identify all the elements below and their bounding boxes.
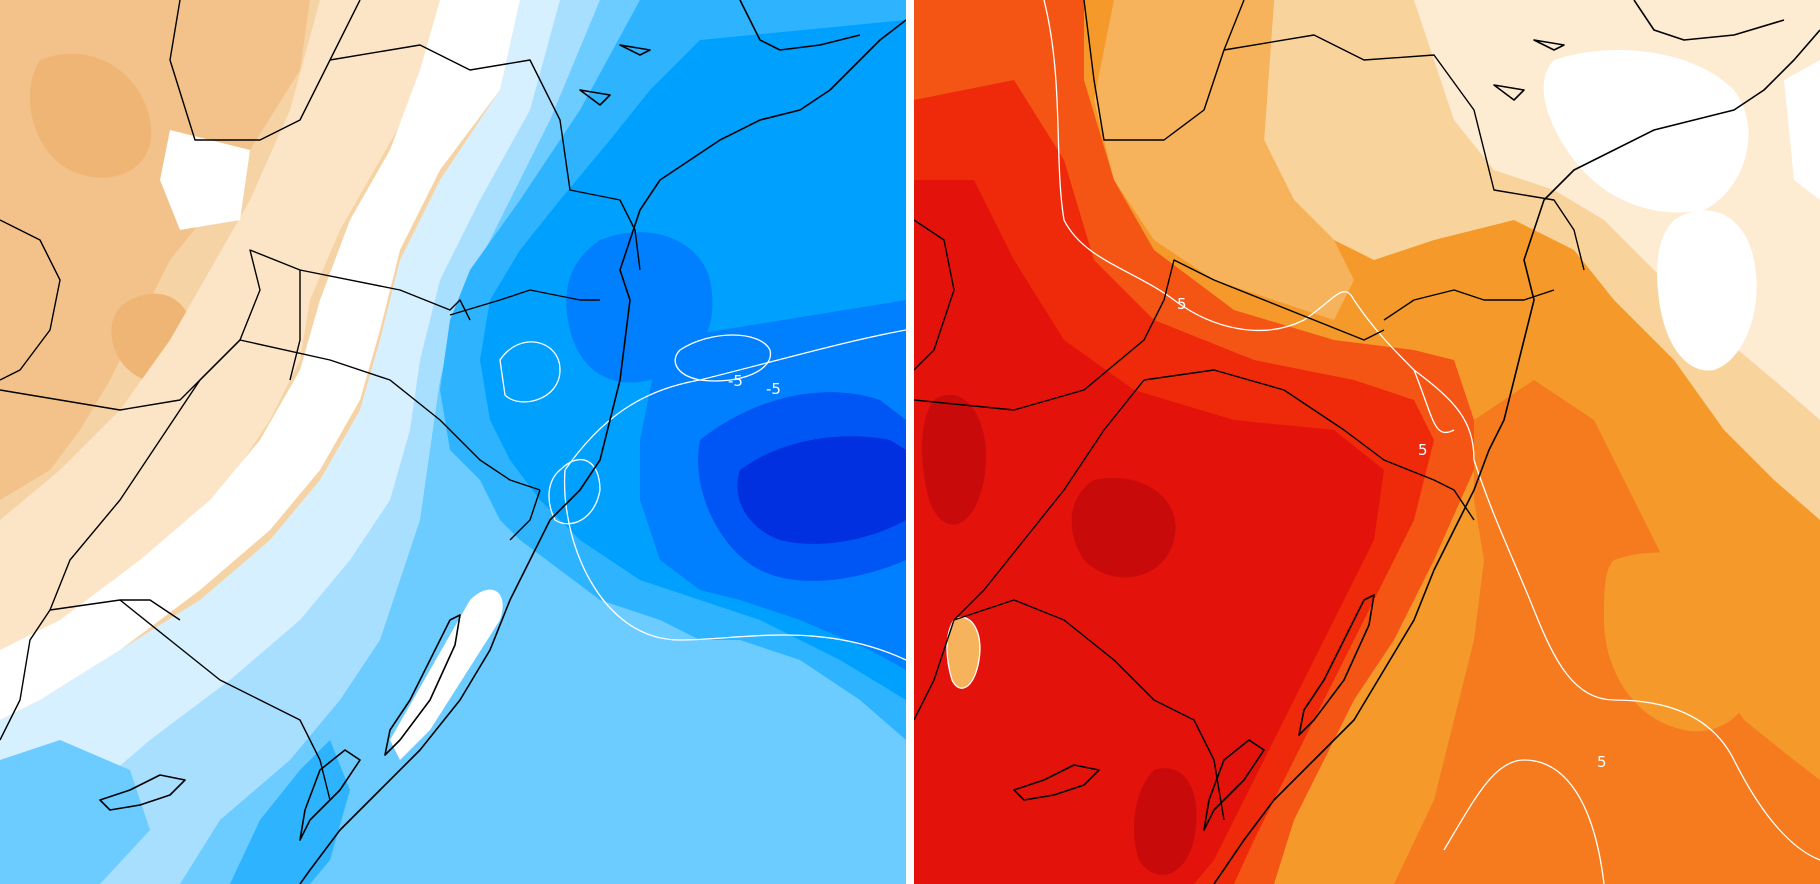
warm-coastline [1213,29,1820,884]
warm-red-4c [1134,768,1197,875]
cold-lagoon-mirim-west [99,774,186,811]
panel-divider [906,0,914,884]
cold-border-sc-south-2 [509,489,541,541]
warm-orange-north [1094,0,1354,320]
warm-contour-5-b [1413,369,1820,861]
warm-white-ne [1543,50,1749,213]
cold-neutral-band [0,0,520,720]
cold-border-sc-south [239,339,541,491]
cold-border-west [0,219,61,381]
warm-border-uruguay [953,599,1225,821]
warm-border-sc-south [1143,369,1475,521]
cold-border-mid [0,249,471,411]
cold-border-uruguay [49,599,331,801]
cold-contour-label-2: -5 [766,380,781,398]
cold-lagoon-patos [384,614,461,756]
cold-white-patch [160,130,250,230]
cold-coastline [299,19,906,884]
warm-red-4a [922,394,986,525]
cold-contour-label-1: -5 [728,372,743,390]
warm-anomaly-svg: 5 5 5 [914,0,1820,884]
cold-anomaly-svg: -5 -5 [0,0,906,884]
warm-border-north-2 [1223,34,1585,271]
warm-border-west [914,219,955,371]
warm-orange-east-inner [1604,552,1760,732]
warm-white-far-ne [1784,60,1820,200]
warm-white-e [1657,210,1757,371]
warm-contour-closed-sw [946,616,981,689]
cold-lagoon-mirim [299,749,361,841]
cold-contour-closed-a [499,341,561,403]
warm-bay-2 [1493,84,1525,101]
warm-anomaly-map: 5 5 5 [914,0,1820,884]
warm-border-sc-north [1383,289,1555,321]
warm-contour-label-3: 5 [1597,753,1607,771]
cold-contour-closed-c [548,458,601,525]
warm-border-uruguay-river [914,379,1145,721]
warm-contour-5-c [1443,759,1605,884]
cold-bay-2 [579,89,611,106]
cold-border-mid-2 [289,270,301,381]
warm-lagoon-mirim [1203,739,1265,831]
warm-lagoon-mirim-west [1013,764,1100,801]
cold-light-band [0,0,440,660]
cold-border-north-2 [329,44,641,271]
warm-lagoon-patos [1298,594,1375,736]
cold-warm-patch-b [30,53,152,178]
cold-border-uruguay-river [0,339,241,741]
cold-blue-sw2 [0,740,150,884]
warm-red-4b [1071,478,1176,578]
cold-coast-ne [739,0,861,51]
warm-coast-ne [1633,0,1785,41]
warm-bay-1 [1533,39,1565,51]
warm-white-sw [947,617,980,689]
cold-border-uru-2 [120,599,181,621]
cold-border-sc-north [449,289,600,316]
warm-contour-5-a [1043,0,1455,434]
warm-contour-label-2: 5 [1418,441,1428,459]
cold-contour-minus5-b [563,469,906,661]
warm-contour-label-1: 5 [1177,295,1187,313]
cold-contour-closed-b [674,334,771,382]
cold-anomaly-map: -5 -5 [0,0,906,884]
cold-blue-8 [737,436,906,544]
cold-blue-sw [230,740,350,884]
cold-lagoon-band [390,589,503,760]
warm-border-mid [914,259,1385,411]
cold-bay-1 [619,44,651,56]
